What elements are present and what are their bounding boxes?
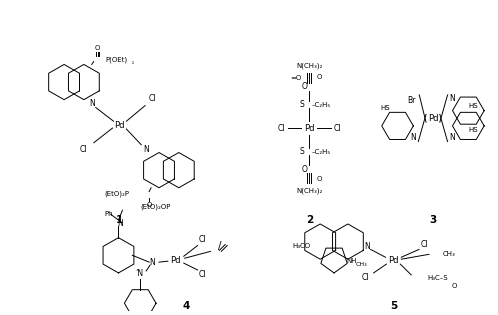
Text: Cl: Cl <box>80 145 88 154</box>
Text: ₂: ₂ <box>131 60 133 65</box>
Text: Pd: Pd <box>304 123 315 133</box>
Text: N: N <box>450 133 455 142</box>
Text: N: N <box>149 258 155 266</box>
Text: Pd: Pd <box>428 114 438 123</box>
Text: N: N <box>143 145 149 154</box>
Text: N(CH₃)₂: N(CH₃)₂ <box>296 62 323 69</box>
Text: Cl: Cl <box>148 94 156 103</box>
Text: (EtO)₂OP: (EtO)₂OP <box>140 203 171 209</box>
Text: H₃C–S: H₃C–S <box>427 275 448 281</box>
Text: N: N <box>89 99 95 108</box>
Text: Cl: Cl <box>420 240 428 249</box>
Text: O: O <box>146 202 152 208</box>
Text: 1: 1 <box>116 215 123 225</box>
Text: (EtO)₂P: (EtO)₂P <box>105 190 129 197</box>
Text: –C₂H₅: –C₂H₅ <box>311 101 331 107</box>
Text: O: O <box>316 74 322 80</box>
Text: CH₃: CH₃ <box>356 261 368 266</box>
Text: –C₂H₅: –C₂H₅ <box>311 149 331 155</box>
Text: O: O <box>316 176 322 182</box>
Text: Cl: Cl <box>333 123 341 133</box>
Text: Pd: Pd <box>114 121 124 129</box>
Text: N(CH₃)₂: N(CH₃)₂ <box>296 187 323 194</box>
Text: NH: NH <box>347 258 357 264</box>
Text: O: O <box>301 165 307 174</box>
Text: ’N: ’N <box>135 269 143 278</box>
Text: N: N <box>410 133 416 142</box>
Text: P(OEt): P(OEt) <box>106 56 128 63</box>
Text: S: S <box>300 100 304 109</box>
Text: O: O <box>95 45 101 51</box>
Text: Br: Br <box>407 96 415 105</box>
Text: 5: 5 <box>390 301 397 311</box>
Text: O: O <box>301 83 307 91</box>
Text: =O: =O <box>290 75 301 81</box>
Text: 2: 2 <box>306 215 313 225</box>
Text: Cl: Cl <box>362 273 370 282</box>
Text: HS: HS <box>381 105 390 111</box>
Text: H₃CO: H₃CO <box>292 243 310 249</box>
Text: CH₃: CH₃ <box>443 251 456 257</box>
Text: N: N <box>364 242 370 251</box>
Text: N: N <box>450 94 455 103</box>
Text: HS: HS <box>469 103 478 109</box>
Text: HS: HS <box>469 127 478 133</box>
Text: Pd: Pd <box>388 256 398 265</box>
Text: O: O <box>452 283 457 289</box>
Text: Cl: Cl <box>278 123 285 133</box>
Text: Cl: Cl <box>199 235 206 244</box>
Text: Ph: Ph <box>104 211 113 217</box>
Text: 3: 3 <box>429 215 437 225</box>
Text: Cl: Cl <box>199 270 206 279</box>
Text: /: / <box>218 242 221 251</box>
Text: Pd: Pd <box>171 256 181 265</box>
Text: N: N <box>118 220 124 228</box>
Text: 4: 4 <box>182 301 189 311</box>
Text: S: S <box>300 147 304 156</box>
